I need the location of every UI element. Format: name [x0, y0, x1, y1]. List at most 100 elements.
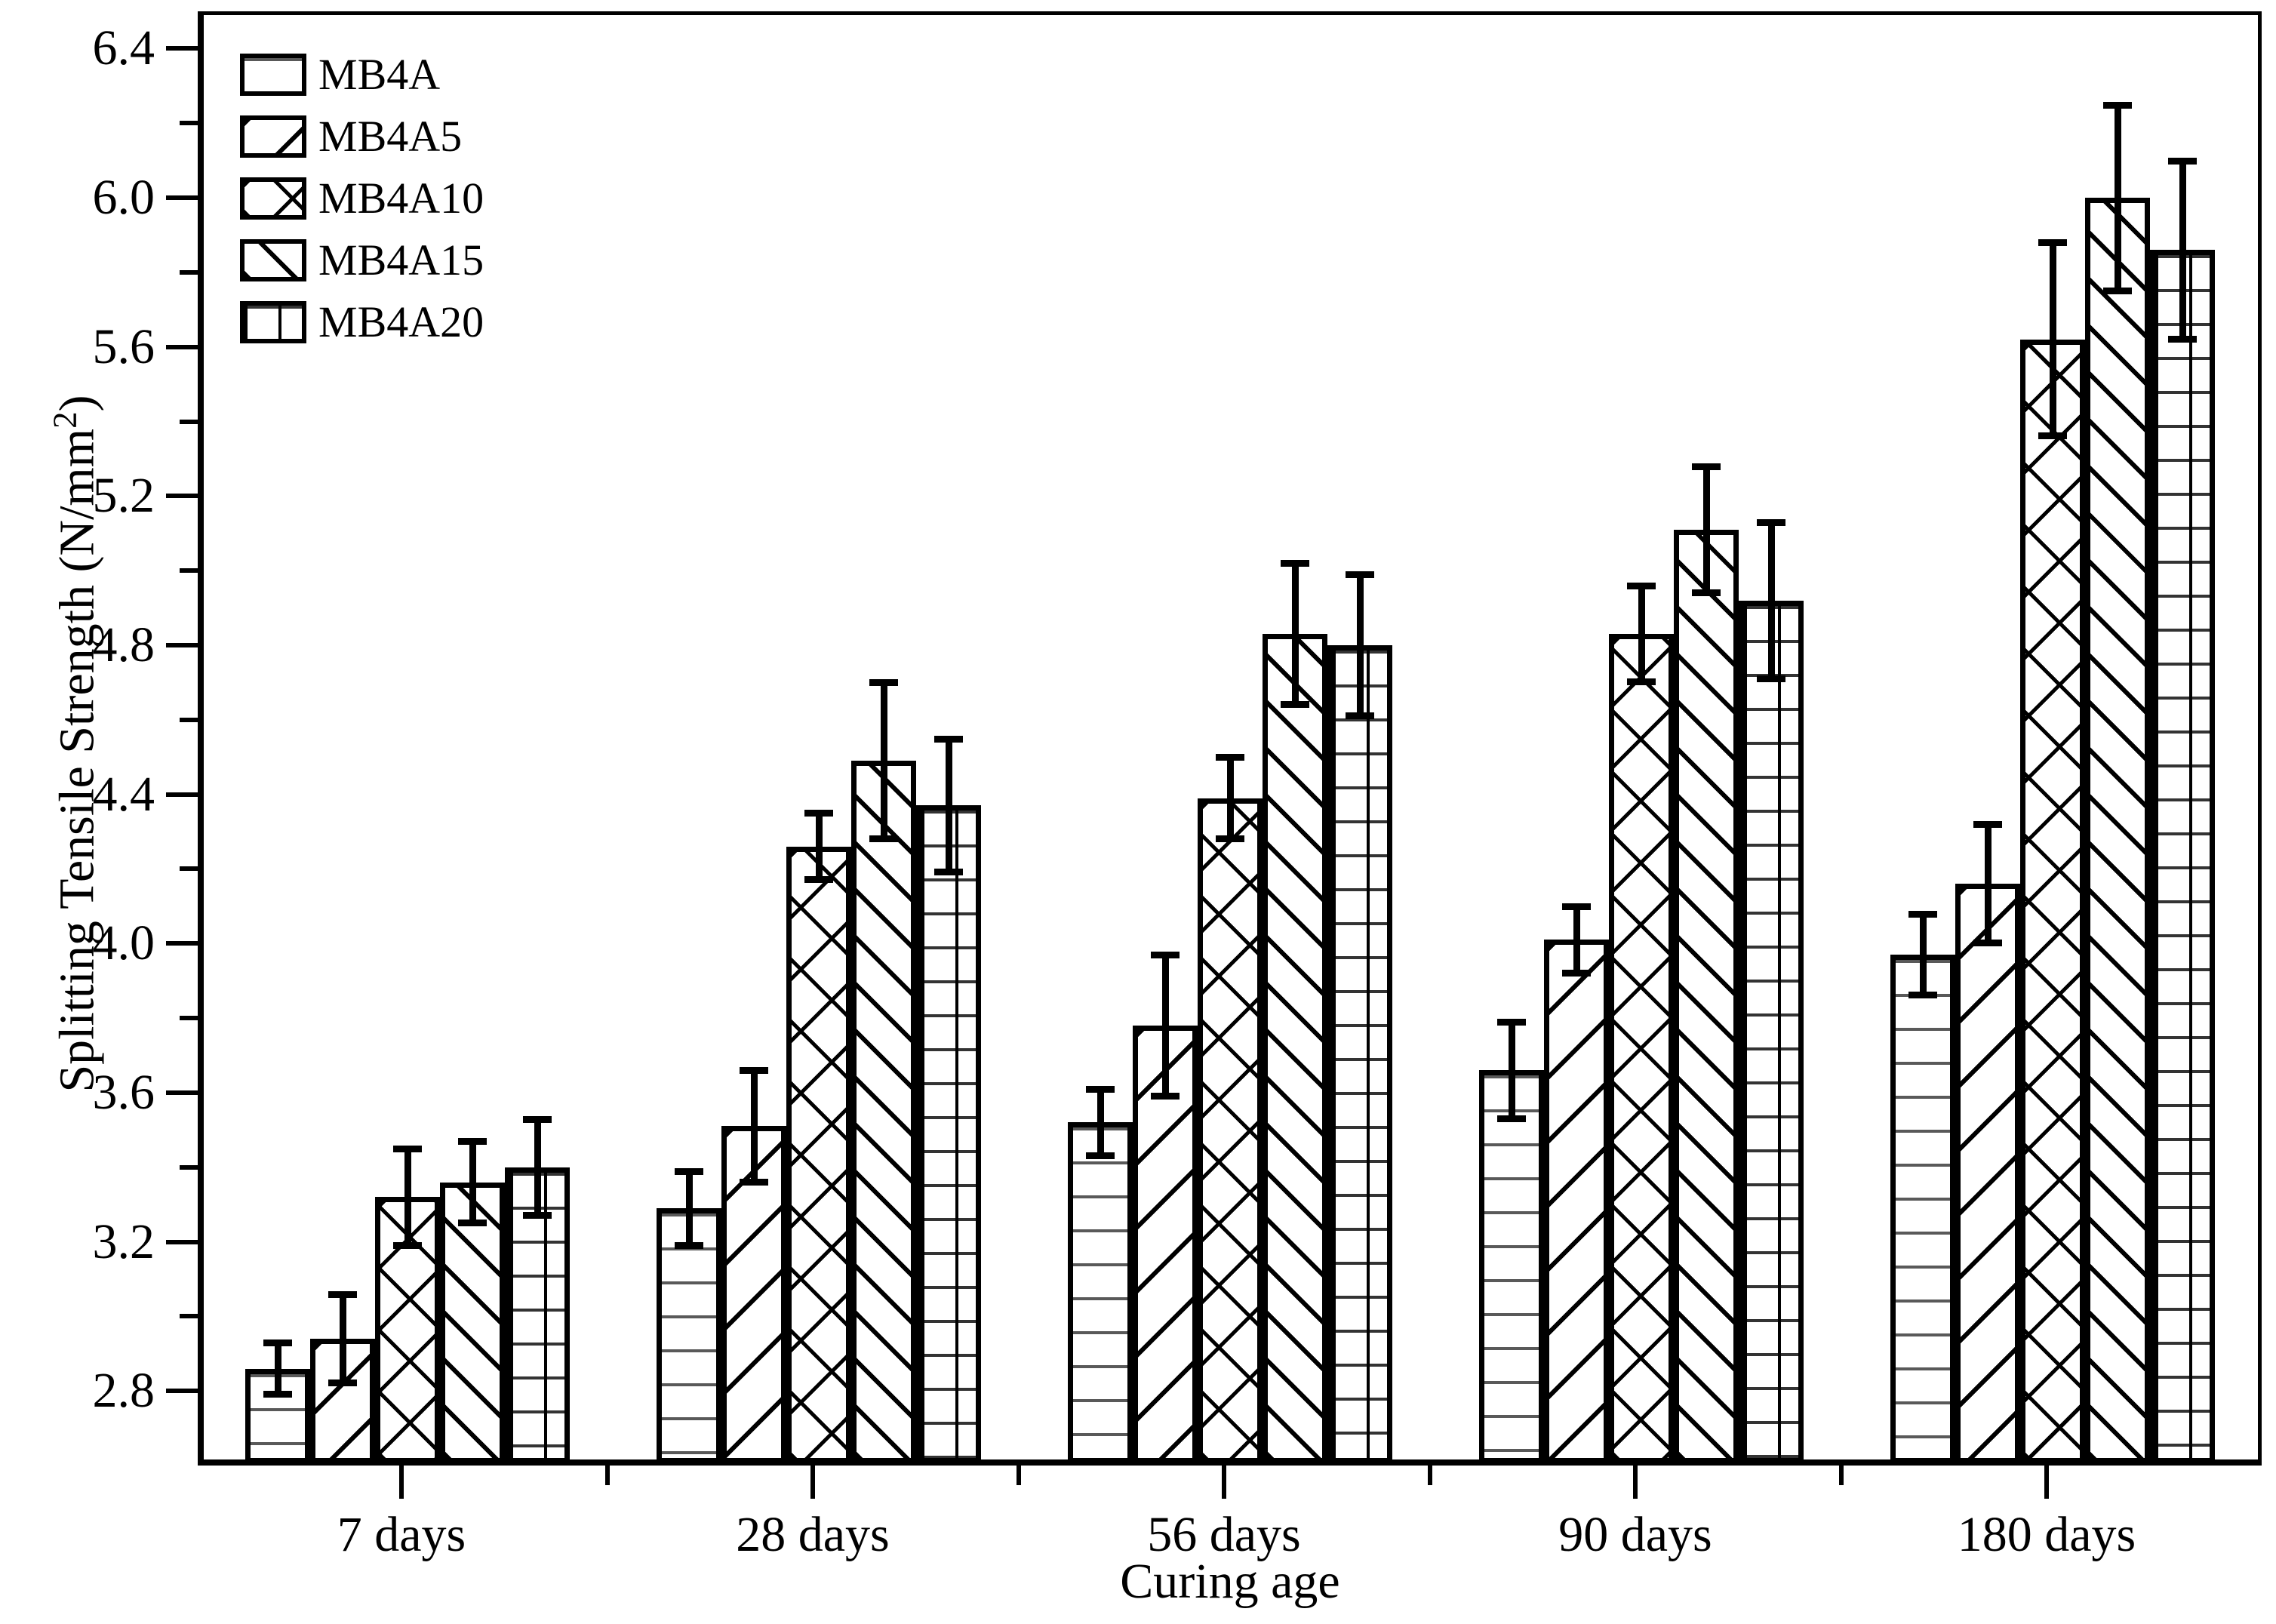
- x-minor-tick-0: [604, 1466, 610, 1485]
- error-bar-stem-MB4A5-4: [1984, 824, 1991, 944]
- y-axis-title-suffix: ): [49, 395, 105, 412]
- bar-MB4A15-180days: [2085, 198, 2150, 1463]
- error-bar-cap-top-MB4A5-3: [1562, 903, 1591, 910]
- legend-item-MB4A20: MB4A20: [240, 300, 484, 344]
- error-bar-cap-top-MB4A15-3: [1692, 463, 1721, 470]
- error-bar-cap-top-MB4A20-4: [2168, 157, 2197, 165]
- y-major-tick-5.6: [166, 344, 198, 349]
- y-major-tick-3.6: [166, 1090, 198, 1095]
- x-major-tick-4: [2044, 1466, 2049, 1499]
- error-bar-stem-MB4A-0: [274, 1343, 281, 1395]
- x-major-tick-2: [1222, 1466, 1226, 1499]
- error-bar-cap-top-MB4A20-1: [934, 735, 963, 743]
- bar-MB4A15-28days: [851, 761, 916, 1463]
- error-bar-cap-top-MB4A-1: [675, 1167, 703, 1175]
- error-bar-cap-bottom-MB4A5-3: [1562, 969, 1591, 977]
- y-minor-tick-4.2: [180, 866, 198, 872]
- error-bar-cap-bottom-MB4A10-4: [2038, 432, 2067, 440]
- bar-MB4A5-180days: [1955, 884, 2020, 1463]
- error-bar-cap-top-MB4A-2: [1086, 1086, 1115, 1093]
- error-bar-stem-MB4A5-2: [1161, 955, 1169, 1097]
- y-tick-label-6.0: 6.0: [92, 170, 155, 226]
- bar-MB4A5-56days: [1133, 1026, 1198, 1463]
- legend-label-MB4A10: MB4A10: [318, 174, 484, 223]
- y-tick-label-5.2: 5.2: [92, 468, 155, 524]
- error-bar-stem-MB4A10-3: [1638, 585, 1645, 683]
- error-bar-cap-bottom-MB4A20-2: [1346, 712, 1374, 719]
- bar-MB4A10-28days: [786, 846, 851, 1463]
- error-bar-cap-bottom-MB4A-3: [1497, 1115, 1526, 1122]
- y-minor-tick-3.0: [180, 1314, 198, 1319]
- error-bar-stem-MB4A10-1: [815, 813, 823, 881]
- plot-area: MB4A MB4A5 MB4A10 MB4A15 MB4A20: [198, 11, 2262, 1466]
- x-tick-label-2: 56 days: [1147, 1507, 1301, 1562]
- error-bar-cap-top-MB4A20-2: [1346, 571, 1374, 579]
- error-bar-cap-top-MB4A15-0: [458, 1138, 487, 1146]
- error-bar-stem-MB4A10-2: [1226, 757, 1234, 839]
- y-major-tick-2.8: [166, 1389, 198, 1394]
- x-minor-tick-3: [1838, 1466, 1844, 1485]
- bar-MB4A20-180days: [2150, 250, 2215, 1463]
- y-tick-label-2.8: 2.8: [92, 1363, 155, 1419]
- legend-swatch-MB4A10: [240, 177, 306, 220]
- error-bar-stem-MB4A20-2: [1356, 574, 1364, 716]
- legend-item-MB4A: MB4A: [240, 53, 484, 97]
- error-bar-cap-top-MB4A-0: [263, 1339, 292, 1346]
- error-bar-cap-top-MB4A5-1: [740, 1067, 768, 1075]
- x-axis-title: Curing age: [1120, 1554, 1340, 1609]
- y-major-tick-5.2: [166, 494, 198, 499]
- y-major-tick-6.4: [166, 46, 198, 51]
- bar-MB4A10-90days: [1609, 634, 1674, 1463]
- error-bar-cap-top-MB4A-4: [1908, 910, 1937, 918]
- x-major-tick-0: [399, 1466, 404, 1499]
- error-bar-cap-top-MB4A10-4: [2038, 239, 2067, 247]
- error-bar-stem-MB4A-2: [1096, 1089, 1104, 1156]
- error-bar-cap-bottom-MB4A10-2: [1216, 835, 1244, 842]
- error-bar-stem-MB4A-3: [1508, 1022, 1515, 1119]
- legend-item-MB4A15: MB4A15: [240, 238, 484, 282]
- error-bar-stem-MB4A20-4: [2179, 160, 2186, 340]
- error-bar-cap-bottom-MB4A10-0: [393, 1241, 422, 1249]
- error-bar-cap-top-MB4A20-0: [523, 1115, 552, 1123]
- y-major-tick-4.8: [166, 642, 198, 647]
- bar-MB4A15-56days: [1263, 634, 1327, 1463]
- error-bar-cap-bottom-MB4A5-4: [1973, 940, 2002, 947]
- error-bar-cap-bottom-MB4A10-1: [804, 876, 833, 884]
- y-minor-tick-6.2: [180, 121, 198, 126]
- x-tick-label-3: 90 days: [1558, 1507, 1712, 1562]
- bar-MB4A-28days: [657, 1208, 721, 1463]
- y-tick-label-4.8: 4.8: [92, 617, 155, 672]
- error-bar-cap-bottom-MB4A20-3: [1757, 675, 1785, 682]
- error-bar-stem-MB4A20-3: [1767, 521, 1775, 679]
- error-bar-stem-MB4A10-0: [404, 1149, 411, 1246]
- y-minor-tick-5.0: [180, 568, 198, 574]
- y-minor-tick-3.8: [180, 1016, 198, 1021]
- error-bar-stem-MB4A5-3: [1573, 906, 1580, 973]
- y-tick-label-4.4: 4.4: [92, 766, 155, 822]
- error-bar-stem-MB4A5-0: [339, 1293, 346, 1384]
- error-bar-cap-bottom-MB4A15-1: [869, 835, 898, 842]
- y-axis-title-superscript: 2: [45, 411, 84, 429]
- bar-MB4A20-7days: [505, 1167, 570, 1463]
- y-tick-label-6.4: 6.4: [92, 20, 155, 76]
- y-tick-label-3.6: 3.6: [92, 1064, 155, 1120]
- error-bar-cap-bottom-MB4A5-0: [328, 1379, 357, 1387]
- legend-label-MB4A20: MB4A20: [318, 297, 484, 346]
- error-bar-cap-bottom-MB4A-0: [263, 1391, 292, 1398]
- error-bar-stem-MB4A15-2: [1291, 563, 1299, 706]
- error-bar-cap-bottom-MB4A5-1: [740, 1178, 768, 1186]
- legend: MB4A MB4A5 MB4A10 MB4A15 MB4A20: [240, 53, 484, 362]
- legend-label-MB4A5: MB4A5: [318, 112, 463, 161]
- error-bar-cap-top-MB4A10-2: [1216, 754, 1244, 761]
- error-bar-stem-MB4A-4: [1919, 913, 1927, 996]
- error-bar-cap-bottom-MB4A20-0: [523, 1212, 552, 1219]
- error-bar-stem-MB4A-1: [685, 1170, 693, 1246]
- error-bar-cap-top-MB4A5-4: [1973, 821, 2002, 829]
- error-bar-stem-MB4A10-4: [2049, 242, 2056, 437]
- legend-item-MB4A10: MB4A10: [240, 177, 484, 220]
- error-bar-cap-bottom-MB4A15-2: [1281, 701, 1309, 709]
- bar-MB4A10-180days: [2020, 339, 2085, 1463]
- error-bar-cap-bottom-MB4A20-1: [934, 869, 963, 876]
- y-tick-label-3.2: 3.2: [92, 1213, 155, 1269]
